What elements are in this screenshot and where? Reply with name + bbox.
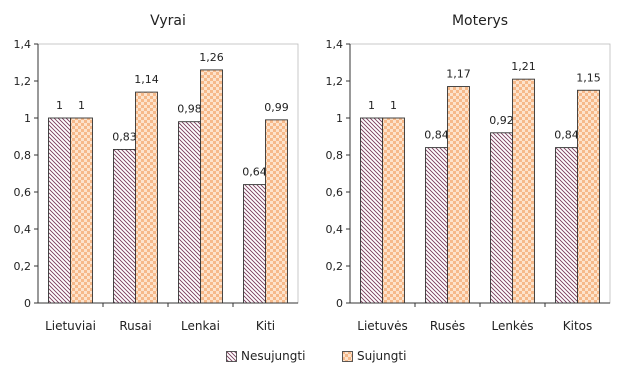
bar-sujungti (265, 119, 288, 304)
data-label: 0,84 (424, 129, 449, 142)
chart-vyrai: Vyrai 0 0,2 0,4 0,6 0,8 1 1,2 1,4 Lietuviai 1 1 Rusa… (14, 13, 299, 333)
y-tick-label: 1,2 (326, 75, 344, 88)
data-label: 0,83 (112, 130, 137, 143)
y-tick-label: 0,2 (326, 260, 344, 273)
y-tick-label: 0 (336, 297, 343, 310)
bar-nesujungti (113, 148, 136, 304)
legend-label-nesujungti: Nesujungti (241, 349, 306, 363)
y-tick-label: 0,6 (14, 186, 32, 199)
bar-sujungti (200, 69, 223, 304)
chart-title: Vyrai (150, 13, 186, 29)
legend-item-nesujungti: Nesujungti (226, 349, 305, 363)
bar-sujungti (382, 117, 405, 304)
y-tick-label: 0 (24, 297, 31, 310)
bar-sujungti (70, 117, 93, 304)
legend: Nesujungti Sujungti (0, 349, 619, 367)
y-tick-label: 0,8 (326, 149, 344, 162)
x-tick-label: Lietuvės (357, 319, 407, 333)
bar-nesujungti (425, 147, 448, 304)
chart-moterys: Moterys 0 0,2 0,4 0,6 0,8 1 1,2 1,4 Lietuvės 1 1 Rus… (326, 13, 611, 333)
y-tick-label: 0,4 (14, 223, 32, 236)
data-label: 0,92 (489, 114, 514, 127)
x-tick-label: Rusės (430, 319, 465, 333)
x-tick-label: Lenkai (181, 319, 220, 333)
data-label: 1 (78, 99, 85, 112)
x-tick-label: Kitos (563, 319, 593, 333)
y-tick-label: 1,4 (14, 38, 32, 51)
y-tick-label: 0,8 (14, 149, 32, 162)
data-label: 1,15 (576, 71, 601, 84)
bar-nesujungti (360, 117, 383, 304)
y-tick-label: 1 (336, 112, 343, 125)
data-label: 1,21 (511, 60, 536, 73)
legend-swatch-nesujungti (226, 350, 237, 362)
y-tick-label: 1,2 (14, 75, 32, 88)
bar-sujungti (135, 91, 158, 304)
y-tick-label: 0,6 (326, 186, 344, 199)
y-tick-label: 1,4 (326, 38, 344, 51)
x-tick-label: Lietuviai (45, 319, 96, 333)
legend-swatch-sujungti (342, 350, 353, 362)
bar-nesujungti (243, 184, 266, 304)
legend-item-sujungti: Sujungti (342, 349, 406, 363)
bar-sujungti (447, 86, 470, 304)
bar-nesujungti (48, 117, 71, 304)
data-label: 1,26 (199, 51, 224, 64)
bar-nesujungti (490, 132, 513, 304)
bar-sujungti (577, 89, 600, 304)
data-label: 1 (368, 99, 375, 112)
data-label: 1,17 (446, 68, 471, 81)
data-label: 0,99 (264, 101, 289, 114)
bar-nesujungti (555, 147, 578, 304)
data-label: 1 (390, 99, 397, 112)
y-tick-label: 0,2 (14, 260, 32, 273)
legend-label-sujungti: Sujungti (357, 349, 407, 363)
chart-title: Moterys (452, 13, 508, 29)
data-label: 0,64 (242, 166, 267, 179)
data-label: 0,98 (177, 103, 202, 116)
bar-nesujungti (178, 121, 201, 304)
data-label: 1 (56, 99, 63, 112)
y-tick-label: 0,4 (326, 223, 344, 236)
x-tick-label: Kiti (256, 319, 275, 333)
x-tick-label: Rusai (119, 319, 151, 333)
y-tick-label: 1 (24, 112, 31, 125)
bar-sujungti (512, 78, 535, 304)
data-label: 0,84 (554, 129, 579, 142)
data-label: 1,14 (134, 73, 159, 86)
x-tick-label: Lenkės (491, 319, 533, 333)
